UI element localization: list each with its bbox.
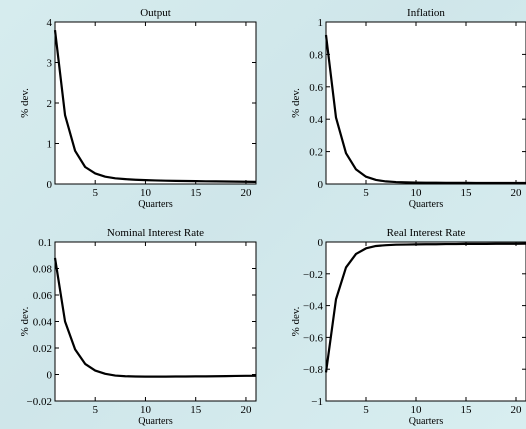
y-tick-label: −1: [311, 396, 323, 408]
y-axis-label: % dev.: [290, 88, 302, 118]
x-tick-label: 20: [240, 404, 252, 416]
y-tick-label: 1: [47, 139, 53, 151]
y-tick-label: 0.6: [309, 82, 323, 94]
y-tick-label: 0.06: [33, 290, 53, 302]
y-tick-label: −0.6: [303, 332, 323, 344]
y-tick-label: 0.04: [33, 317, 53, 329]
y-tick-label: 1: [318, 17, 324, 29]
x-tick-label: 10: [411, 187, 423, 199]
x-tick-label: 15: [190, 404, 202, 416]
y-tick-label: 0.08: [33, 264, 53, 276]
chart-title: Inflation: [407, 7, 445, 19]
x-axis-label: Quarters: [409, 416, 444, 427]
x-tick-label: 10: [140, 404, 152, 416]
x-tick-label: 15: [461, 187, 473, 199]
y-tick-label: −0.02: [27, 396, 52, 408]
y-tick-label: 0.4: [309, 114, 323, 126]
y-tick-label: −0.4: [303, 301, 323, 313]
plot-area: [54, 21, 257, 185]
x-tick-label: 15: [461, 404, 473, 416]
x-tick-label: 5: [92, 404, 98, 416]
y-tick-label: 0: [47, 370, 53, 382]
y-tick-label: 0.8: [309, 49, 323, 61]
x-tick-label: 5: [363, 404, 369, 416]
chart-panel: 5 10 15 20 0 0.2 0.4 0.6 0.8 1 Inflation Quarters % …: [290, 7, 526, 210]
y-tick-label: 0: [318, 237, 324, 249]
x-axis-label: Quarters: [138, 416, 173, 427]
x-axis-label: Quarters: [409, 199, 444, 210]
y-tick-label: 0.02: [33, 343, 52, 355]
y-tick-label: 0: [318, 179, 324, 191]
x-tick-label: 20: [511, 404, 523, 416]
x-tick-label: 10: [140, 187, 152, 199]
series-line: [53, 29, 257, 183]
y-tick-label: −0.8: [303, 364, 323, 376]
y-tick-label: −0.2: [303, 269, 323, 281]
plot-area: [325, 241, 526, 402]
plot-area: [325, 21, 526, 185]
y-axis-label: % dev.: [290, 306, 302, 336]
chart-panel: 5 10 15 20 −1 −0.8 −0.6 −0.4 −0.2 0 Real Interest …: [290, 227, 526, 427]
y-tick-label: 0.1: [38, 237, 52, 249]
series-line: [53, 257, 256, 378]
x-tick-label: 5: [92, 187, 98, 199]
chart-title: Real Interest Rate: [387, 227, 466, 239]
x-tick-label: 10: [411, 404, 423, 416]
series-line: [324, 242, 526, 373]
y-tick-label: 3: [47, 58, 53, 70]
series-line: [324, 34, 526, 185]
y-tick-label: 2: [47, 98, 53, 110]
x-tick-label: 15: [190, 187, 202, 199]
chart-title: Output: [140, 7, 171, 19]
chart-title: Nominal Interest Rate: [107, 227, 204, 239]
x-axis-label: Quarters: [138, 199, 173, 210]
x-tick-label: 20: [511, 187, 523, 199]
x-tick-label: 20: [240, 187, 252, 199]
chart-panel: 5 10 15 20 0 1 2 3 4 Output Quarters % dev.: [19, 7, 257, 210]
y-axis-label: % dev.: [19, 306, 31, 336]
x-tick-label: 5: [363, 187, 369, 199]
y-tick-label: 0.2: [309, 147, 323, 159]
y-tick-label: 4: [47, 17, 53, 29]
plot-area: [54, 241, 257, 402]
y-axis-label: % dev.: [19, 88, 31, 118]
chart-panel: 5 10 15 20 −0.02 0 0.02 0.04 0.06 0.08 0.1 Nominal …: [19, 227, 257, 427]
y-tick-label: 0: [47, 179, 53, 191]
